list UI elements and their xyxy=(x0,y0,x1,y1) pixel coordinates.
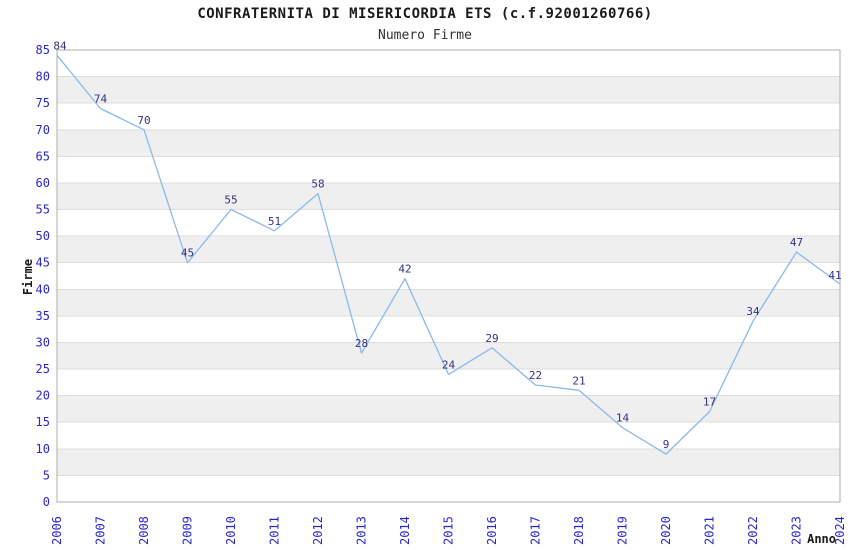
data-point-label: 42 xyxy=(398,263,411,276)
y-tick-label: 35 xyxy=(36,309,50,323)
y-tick-label: 55 xyxy=(36,203,50,217)
x-tick-label: 2024 xyxy=(833,516,847,545)
data-point-label: 17 xyxy=(703,396,716,409)
chart-title: CONFRATERNITA DI MISERICORDIA ETS (c.f.9… xyxy=(197,6,653,22)
x-tick-label: 2018 xyxy=(572,516,586,545)
y-tick-label: 50 xyxy=(36,229,50,243)
band-stripe xyxy=(57,182,840,210)
band-stripe xyxy=(57,76,840,104)
y-tick-label: 5 xyxy=(43,468,50,482)
x-tick-label: 2007 xyxy=(94,516,108,545)
data-point-label: 34 xyxy=(746,305,760,318)
band-stripe xyxy=(57,342,840,370)
y-axis-title: Firme xyxy=(21,258,35,296)
x-tick-label: 2015 xyxy=(442,516,456,545)
x-tick-label: 2022 xyxy=(746,516,760,545)
data-point-label: 74 xyxy=(94,92,108,105)
data-point-label: 47 xyxy=(790,236,803,249)
y-tick-label: 30 xyxy=(36,335,50,349)
x-tick-label: 2020 xyxy=(659,516,673,545)
data-point-label: 28 xyxy=(355,337,368,350)
data-point-label: 55 xyxy=(224,194,237,207)
x-tick-label: 2008 xyxy=(137,516,151,545)
data-point-label: 21 xyxy=(572,374,585,387)
data-point-label: 9 xyxy=(663,438,670,451)
y-tick-label: 10 xyxy=(36,442,50,456)
x-tick-label: 2012 xyxy=(311,516,325,545)
x-axis-title: Anno xyxy=(807,532,836,546)
y-tick-label: 65 xyxy=(36,149,50,163)
data-point-label: 29 xyxy=(485,332,498,345)
band-stripe xyxy=(57,129,840,157)
x-tick-label: 2013 xyxy=(355,516,369,545)
y-tick-label: 70 xyxy=(36,123,50,137)
data-point-label: 45 xyxy=(181,247,194,260)
x-tick-label: 2019 xyxy=(616,516,630,545)
band-stripe xyxy=(57,289,840,316)
chart-subtitle: Numero Firme xyxy=(378,28,472,43)
x-tick-label: 2014 xyxy=(398,516,412,545)
y-tick-label: 25 xyxy=(36,362,50,376)
x-tick-label: 2006 xyxy=(50,516,64,545)
x-tick-label: 2017 xyxy=(529,516,543,545)
data-point-label: 41 xyxy=(828,269,841,282)
data-point-label: 58 xyxy=(311,178,324,191)
y-tick-label: 45 xyxy=(36,256,50,270)
y-tick-label: 15 xyxy=(36,415,50,429)
x-tick-label: 2009 xyxy=(181,516,195,545)
y-tick-label: 40 xyxy=(36,282,50,296)
x-tick-label: 2011 xyxy=(268,516,282,545)
x-tick-label: 2010 xyxy=(224,516,238,545)
band-stripe xyxy=(57,395,840,423)
x-tick-label: 2016 xyxy=(485,516,499,545)
data-point-label: 70 xyxy=(137,114,150,127)
x-tick-label: 2021 xyxy=(703,516,717,545)
y-tick-label: 0 xyxy=(43,495,50,509)
y-tick-label: 20 xyxy=(36,389,50,403)
y-tick-label: 60 xyxy=(36,176,50,190)
band-stripe xyxy=(57,448,840,476)
data-point-label: 51 xyxy=(268,215,281,228)
x-tick-label: 2023 xyxy=(790,516,804,545)
data-point-label: 84 xyxy=(53,39,67,52)
y-tick-label: 75 xyxy=(36,96,50,110)
y-tick-label: 80 xyxy=(36,70,50,84)
data-point-label: 22 xyxy=(529,369,542,382)
plot-border xyxy=(56,49,841,503)
data-point-label: 24 xyxy=(442,358,456,371)
band-stripe xyxy=(57,236,840,263)
data-point-label: 14 xyxy=(616,412,630,425)
y-tick-label: 85 xyxy=(36,43,50,57)
series-line xyxy=(56,54,841,455)
